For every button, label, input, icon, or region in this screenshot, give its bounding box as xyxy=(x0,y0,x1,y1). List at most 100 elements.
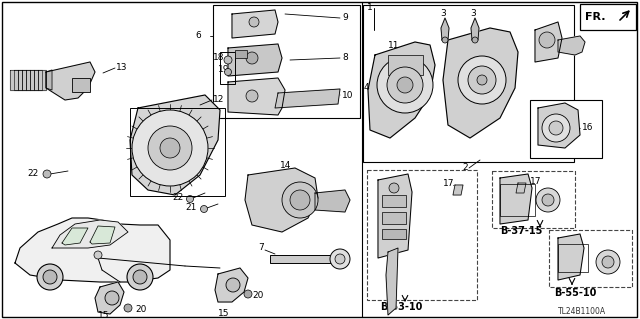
Text: FR.: FR. xyxy=(585,12,605,22)
Polygon shape xyxy=(52,220,128,248)
Circle shape xyxy=(225,69,232,76)
Polygon shape xyxy=(315,190,350,212)
Text: 11: 11 xyxy=(388,41,399,49)
Polygon shape xyxy=(90,226,115,244)
Bar xyxy=(363,5,574,162)
Circle shape xyxy=(148,126,192,170)
Polygon shape xyxy=(22,70,30,90)
Circle shape xyxy=(290,190,310,210)
Circle shape xyxy=(539,32,555,48)
Circle shape xyxy=(186,196,193,203)
Text: 10: 10 xyxy=(342,91,353,100)
Polygon shape xyxy=(443,28,518,138)
Circle shape xyxy=(389,183,399,193)
Polygon shape xyxy=(441,18,449,40)
Bar xyxy=(549,230,632,287)
Text: 21: 21 xyxy=(185,203,196,211)
Text: TL24B1100A: TL24B1100A xyxy=(558,307,606,315)
Polygon shape xyxy=(245,168,318,232)
Text: B-55-10: B-55-10 xyxy=(554,288,596,298)
Circle shape xyxy=(472,37,478,43)
Bar xyxy=(72,78,90,92)
Circle shape xyxy=(246,52,258,64)
Polygon shape xyxy=(558,234,584,280)
Bar xyxy=(213,5,360,118)
Polygon shape xyxy=(453,185,463,195)
Text: B-53-10: B-53-10 xyxy=(380,302,422,312)
Text: B-37-15: B-37-15 xyxy=(500,226,542,236)
Text: 4: 4 xyxy=(364,84,370,93)
Circle shape xyxy=(133,270,147,284)
Circle shape xyxy=(132,110,208,186)
Text: 16: 16 xyxy=(582,123,593,132)
Text: 7: 7 xyxy=(258,243,264,253)
Polygon shape xyxy=(500,174,532,224)
Polygon shape xyxy=(62,228,88,245)
Text: 17: 17 xyxy=(530,176,541,186)
Circle shape xyxy=(542,114,570,142)
Polygon shape xyxy=(386,248,398,315)
Polygon shape xyxy=(46,62,95,100)
Polygon shape xyxy=(228,44,282,76)
Circle shape xyxy=(335,254,345,264)
Polygon shape xyxy=(368,42,435,138)
Text: 2: 2 xyxy=(462,164,468,173)
Circle shape xyxy=(477,75,487,85)
Text: 8: 8 xyxy=(342,54,348,63)
Polygon shape xyxy=(215,268,248,302)
Circle shape xyxy=(43,170,51,178)
Circle shape xyxy=(224,56,232,64)
Bar xyxy=(270,255,335,263)
Text: 5: 5 xyxy=(472,33,477,42)
Circle shape xyxy=(468,66,496,94)
Circle shape xyxy=(226,278,240,292)
Text: 19: 19 xyxy=(218,64,230,73)
Polygon shape xyxy=(558,36,585,55)
Bar xyxy=(492,171,575,228)
Polygon shape xyxy=(26,70,34,90)
Polygon shape xyxy=(34,70,42,90)
Text: 9: 9 xyxy=(342,13,348,23)
Polygon shape xyxy=(538,103,580,148)
Polygon shape xyxy=(14,70,22,90)
Text: 3: 3 xyxy=(470,9,476,18)
Circle shape xyxy=(596,250,620,274)
Bar xyxy=(382,195,406,207)
Polygon shape xyxy=(516,183,526,193)
Bar xyxy=(388,55,423,75)
Text: 3: 3 xyxy=(440,9,445,18)
Bar xyxy=(530,100,602,158)
Bar xyxy=(580,4,636,30)
Text: 20: 20 xyxy=(252,291,264,300)
Circle shape xyxy=(387,67,423,103)
Text: 12: 12 xyxy=(213,95,225,105)
Circle shape xyxy=(246,90,258,102)
Circle shape xyxy=(105,291,119,305)
Circle shape xyxy=(282,182,318,218)
Bar xyxy=(382,229,406,239)
Circle shape xyxy=(442,37,448,43)
Circle shape xyxy=(330,249,350,269)
Text: 6: 6 xyxy=(195,32,201,41)
Circle shape xyxy=(249,17,259,27)
Circle shape xyxy=(244,290,252,298)
Bar xyxy=(558,244,588,272)
Text: 15: 15 xyxy=(98,311,109,319)
Polygon shape xyxy=(15,218,170,282)
Polygon shape xyxy=(378,174,412,258)
Circle shape xyxy=(37,264,63,290)
Text: 22: 22 xyxy=(27,169,38,179)
Circle shape xyxy=(602,256,614,268)
Circle shape xyxy=(549,121,563,135)
Circle shape xyxy=(542,194,554,206)
Polygon shape xyxy=(95,282,124,314)
Circle shape xyxy=(200,205,207,212)
Circle shape xyxy=(124,304,132,312)
Text: 14: 14 xyxy=(280,160,291,169)
Text: 20: 20 xyxy=(135,306,147,315)
Bar xyxy=(235,50,247,58)
Polygon shape xyxy=(30,70,38,90)
Circle shape xyxy=(127,264,153,290)
Text: 18: 18 xyxy=(213,53,225,62)
Text: 22: 22 xyxy=(172,192,183,202)
